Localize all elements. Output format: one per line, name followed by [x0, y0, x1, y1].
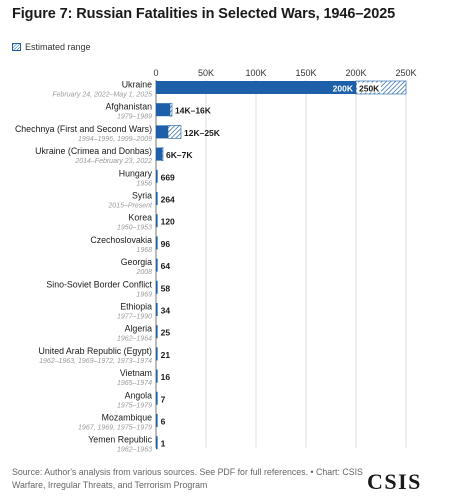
legend-hatch-swatch — [12, 43, 21, 51]
category-label: Korea — [129, 213, 153, 223]
bar — [156, 369, 158, 383]
bar — [156, 258, 158, 272]
range-bar — [161, 147, 164, 161]
bar — [156, 391, 158, 405]
bar-value-label: 1 — [161, 439, 166, 449]
category-label: Hungary — [119, 168, 153, 178]
bar-value-label: 14K–16K — [175, 106, 212, 116]
bar-value-label: 264 — [161, 195, 175, 205]
bar-value-label: 200K — [333, 84, 354, 94]
category-label: Ukraine (Crimea and Donbas) — [35, 146, 152, 156]
range-bar — [169, 102, 173, 117]
bar-value-label: 6 — [161, 417, 166, 427]
category-dates: 1975–1979 — [117, 402, 152, 409]
category-label: Vietnam — [120, 368, 152, 378]
bar-value-label: 25 — [161, 328, 171, 338]
category-label: Mozambique — [102, 413, 152, 423]
category-dates: 1950–1953 — [117, 225, 152, 232]
category-label: Chechnya (First and Second Wars) — [15, 124, 152, 134]
range-value-label: 250K — [359, 84, 380, 94]
category-label: United Arab Republic (Egypt) — [39, 346, 153, 356]
range-label-bg — [357, 82, 381, 93]
category-label: Ukraine — [122, 80, 152, 90]
legend: Estimated range — [12, 42, 91, 52]
bar-value-label: 21 — [161, 350, 171, 360]
bar-value-label: 64 — [161, 261, 171, 271]
bar-chart: 0 50K 100K 150K 200K 250K Ukraine February 24, … — [15, 68, 417, 454]
bar — [156, 169, 158, 183]
category-dates: 1967, 1969, 1975–1979 — [78, 425, 152, 432]
category-dates: 2008 — [135, 269, 152, 276]
category-label: Angola — [125, 390, 152, 400]
bar — [156, 436, 158, 450]
x-tick-label: 200K — [345, 68, 366, 78]
category-dates: 2015–Present — [107, 203, 153, 210]
category-label: Ethiopia — [120, 302, 152, 312]
bar — [156, 147, 162, 161]
x-tick-label: 250K — [395, 68, 416, 78]
source-note: Source: Author's analysis from various s… — [12, 467, 363, 490]
bar — [156, 280, 158, 294]
csis-logo: CSIS — [367, 469, 422, 494]
category-label: Georgia — [121, 257, 152, 267]
bar — [156, 347, 158, 361]
x-tick-label: 150K — [295, 68, 316, 78]
x-tick-label: 100K — [245, 68, 266, 78]
x-tick-label: 50K — [198, 68, 214, 78]
category-dates: February 24, 2022–May 1, 2025 — [52, 92, 152, 99]
bar — [156, 414, 158, 427]
category-dates: 1962–1963 — [117, 447, 152, 454]
category-dates: 1979–1989 — [117, 114, 152, 121]
bar-value-label: 96 — [161, 239, 171, 249]
x-tick-label: 0 — [153, 68, 158, 78]
category-label: Sino-Soviet Border Conflict — [46, 279, 152, 289]
category-dates: 1965–1974 — [117, 380, 152, 387]
bar-value-label: 120 — [161, 217, 175, 227]
category-dates: 1962–1964 — [117, 336, 152, 343]
bar — [156, 125, 168, 139]
bar — [156, 81, 356, 94]
bar — [156, 303, 158, 316]
chart-title: Figure 7: Russian Fatalities in Selected… — [12, 6, 396, 22]
category-dates: 1977–1990 — [117, 314, 152, 321]
category-dates: 1969 — [136, 291, 152, 298]
category-label: Czechoslovakia — [90, 235, 152, 245]
category-dates: 2014–February 23, 2022 — [74, 158, 152, 165]
bar-value-label: 12K–25K — [184, 128, 221, 138]
bar-value-label: 34 — [161, 306, 171, 316]
category-label: Yemen Republic — [88, 435, 152, 445]
bar-value-label: 669 — [161, 172, 175, 182]
category-dates: 1956 — [136, 180, 152, 187]
bar — [156, 325, 158, 339]
bar — [156, 103, 170, 117]
category-label: Syria — [132, 191, 152, 201]
category-dates: 1968 — [136, 247, 152, 254]
legend-label: Estimated range — [25, 42, 91, 52]
category-dates: 1994–1996, 1999–2009 — [78, 136, 152, 143]
bar-value-label: 6K–7K — [166, 150, 193, 160]
bar — [156, 236, 158, 250]
category-dates: 1962–1963, 1969–1972, 1973–1974 — [39, 358, 152, 365]
range-bar — [167, 125, 182, 139]
bar — [156, 192, 158, 205]
bar — [156, 214, 158, 228]
bar-value-label: 16 — [161, 372, 171, 382]
category-label: Afghanistan — [106, 102, 153, 112]
category-label: Algeria — [125, 324, 152, 334]
bar-value-label: 58 — [161, 283, 171, 293]
bar-value-label: 7 — [161, 394, 166, 404]
